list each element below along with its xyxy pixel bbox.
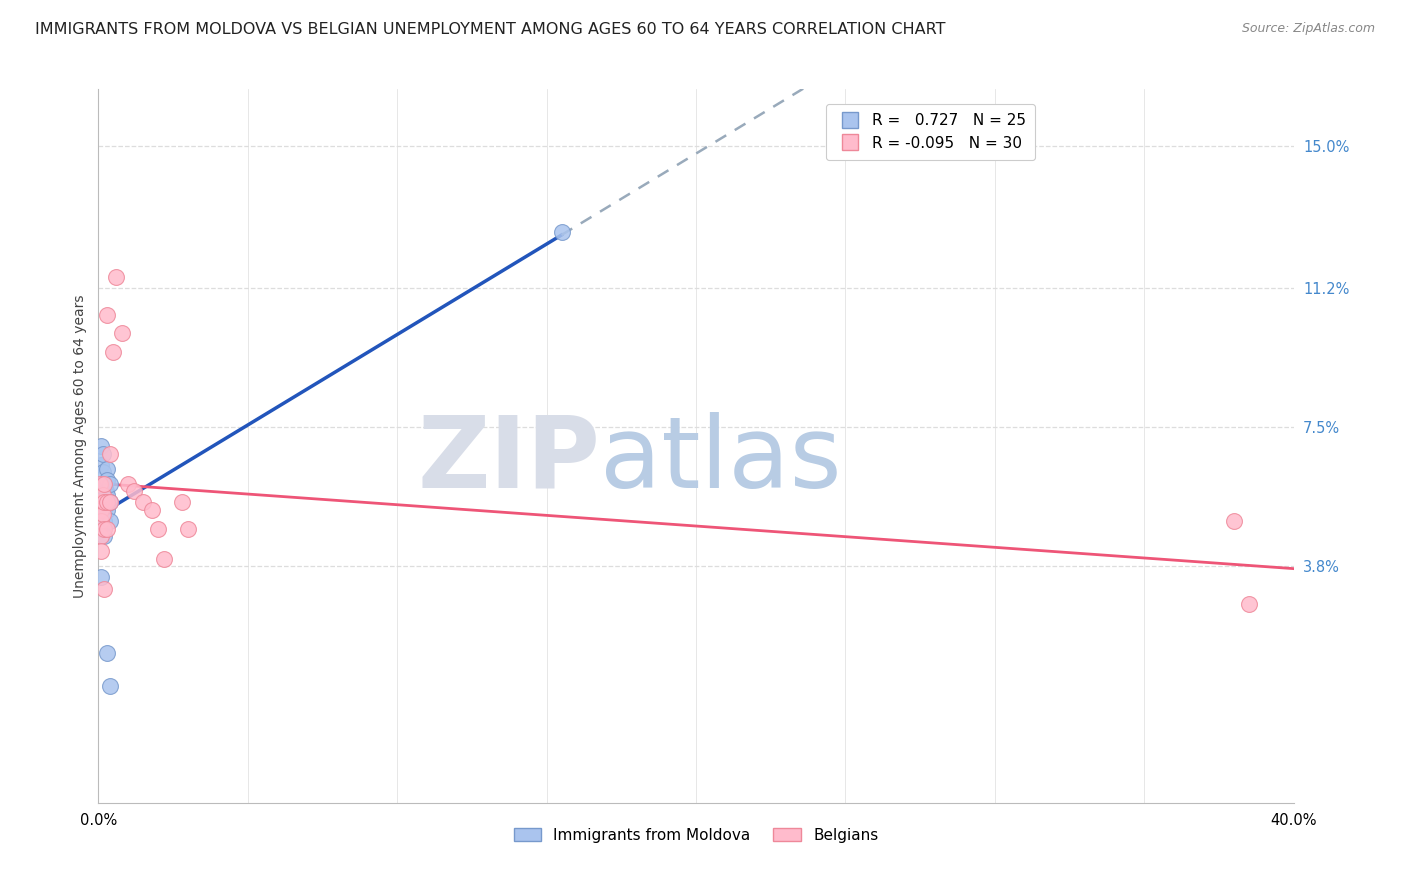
Point [93,503,115,517]
Text: IMMIGRANTS FROM MOLDOVA VS BELGIAN UNEMPLOYMENT AMONG AGES 60 TO 64 YEARS CORREL: IMMIGRANTS FROM MOLDOVA VS BELGIAN UNEMP… [35,22,946,37]
Point [153,551,176,566]
Point [172,495,194,509]
Point [132,495,155,509]
Point [93,514,115,528]
Point [141,503,163,517]
Point [98,514,122,528]
Point [93,488,115,502]
Point [94,484,117,499]
Point [105,270,128,285]
Point [96,461,118,475]
Point [1223,514,1246,528]
Point [90,439,112,453]
Point [148,522,170,536]
Text: ZIP: ZIP [418,412,600,508]
Point [98,679,122,693]
Point [93,522,115,536]
Point [91,446,114,460]
Point [93,476,115,491]
Point [90,570,112,584]
Point [93,476,115,491]
Text: Source: ZipAtlas.com: Source: ZipAtlas.com [1241,22,1375,36]
Point [93,529,115,543]
Point [90,458,112,472]
Point [1237,597,1260,611]
Point [117,476,139,491]
Point [91,465,114,479]
Point [90,503,112,517]
Point [90,514,112,528]
Point [96,308,118,322]
Point [90,495,112,509]
Point [93,582,115,596]
Point [98,495,122,509]
Point [96,495,118,509]
Point [550,225,572,239]
Point [89,476,111,491]
Point [98,495,122,509]
Point [96,503,118,517]
Point [90,529,112,543]
Point [96,522,118,536]
Point [93,495,115,509]
Point [96,646,118,660]
Point [91,488,114,502]
Point [103,345,125,359]
Point [91,507,114,521]
Point [96,488,118,502]
Y-axis label: Unemployment Among Ages 60 to 64 years: Unemployment Among Ages 60 to 64 years [73,294,87,598]
Point [96,473,118,487]
Point [124,484,146,499]
Point [90,544,112,558]
Point [98,476,122,491]
Point [90,522,112,536]
Point [177,522,200,536]
Text: atlas: atlas [600,412,842,508]
Point [94,495,117,509]
Legend: Immigrants from Moldova, Belgians: Immigrants from Moldova, Belgians [508,822,884,848]
Point [91,484,114,499]
Point [111,326,134,341]
Point [98,446,122,460]
Point [90,495,112,509]
